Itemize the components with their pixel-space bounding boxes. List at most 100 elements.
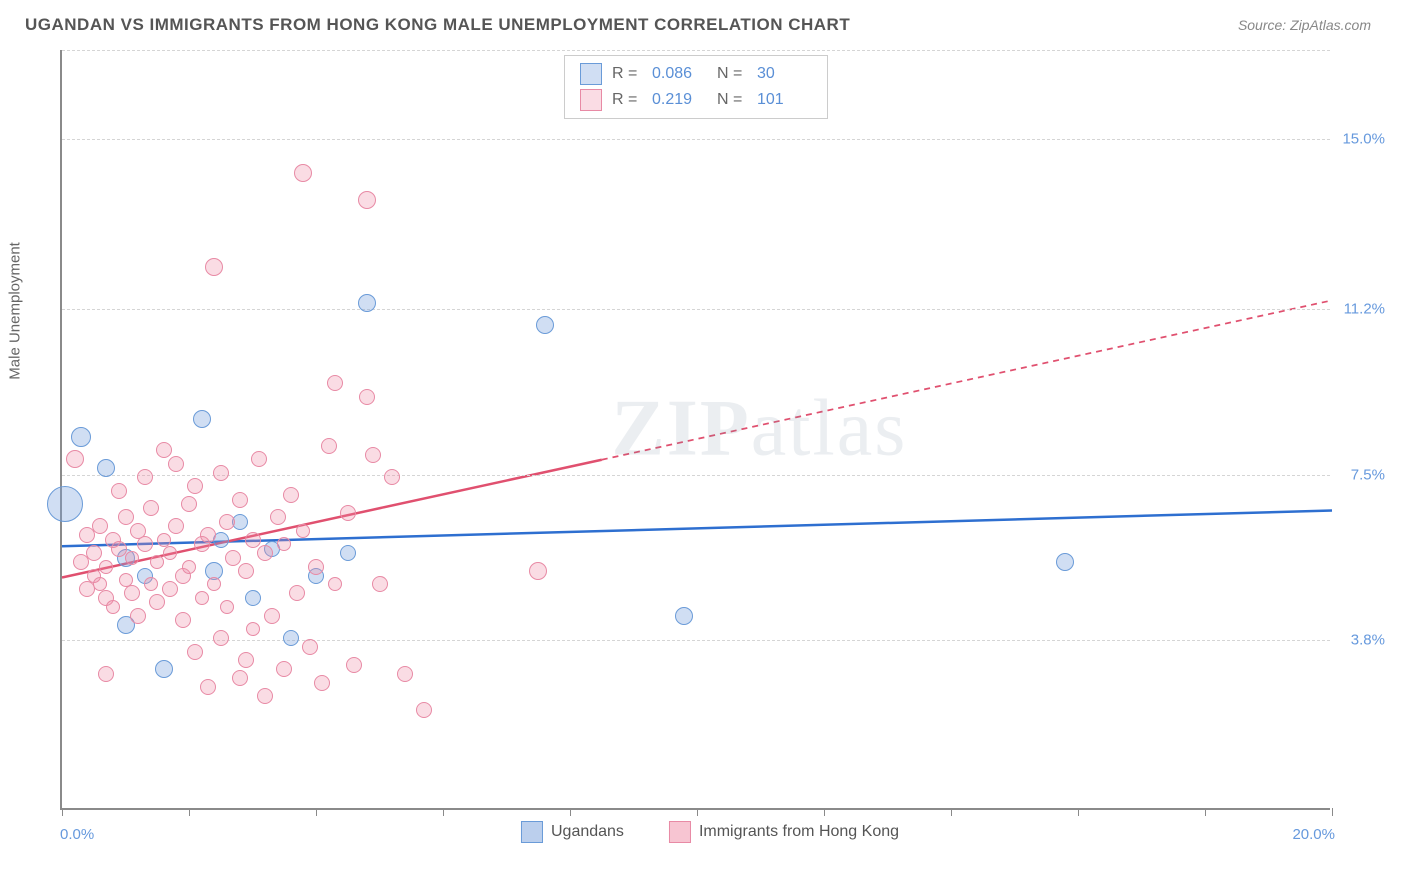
x-tick bbox=[824, 808, 825, 816]
y-tick-label: 3.8% bbox=[1351, 632, 1385, 649]
scatter-point bbox=[111, 483, 127, 499]
scatter-point bbox=[232, 670, 248, 686]
scatter-point bbox=[137, 536, 153, 552]
gridline bbox=[62, 139, 1330, 140]
x-axis-min-label: 0.0% bbox=[60, 826, 94, 843]
scatter-point bbox=[359, 389, 375, 405]
x-axis-max-label: 20.0% bbox=[1292, 826, 1335, 843]
scatter-point bbox=[118, 509, 134, 525]
scatter-point bbox=[213, 630, 229, 646]
legend-bottom: Ugandans Immigrants from Hong Kong bbox=[521, 821, 899, 843]
scatter-point bbox=[365, 447, 381, 463]
scatter-point bbox=[346, 657, 362, 673]
scatter-point bbox=[289, 585, 305, 601]
scatter-point bbox=[137, 469, 153, 485]
scatter-point bbox=[251, 451, 267, 467]
n-value-0: 30 bbox=[757, 65, 812, 83]
scatter-point bbox=[314, 675, 330, 691]
scatter-point bbox=[238, 652, 254, 668]
scatter-point bbox=[675, 607, 693, 625]
x-tick bbox=[1205, 808, 1206, 816]
scatter-point bbox=[149, 594, 165, 610]
scatter-point bbox=[245, 532, 261, 548]
chart-wrapper: Male Unemployment ZIPatlas R = 0.086 N =… bbox=[25, 45, 1395, 835]
scatter-point bbox=[327, 375, 343, 391]
gridline bbox=[62, 475, 1330, 476]
x-tick bbox=[443, 808, 444, 816]
scatter-point bbox=[125, 551, 139, 565]
scatter-point bbox=[328, 577, 342, 591]
gridline bbox=[62, 640, 1330, 641]
scatter-point bbox=[86, 545, 102, 561]
scatter-point bbox=[397, 666, 413, 682]
scatter-point bbox=[99, 560, 113, 574]
scatter-point bbox=[168, 456, 184, 472]
x-tick bbox=[697, 808, 698, 816]
scatter-point bbox=[246, 622, 260, 636]
scatter-point bbox=[98, 666, 114, 682]
scatter-point bbox=[130, 608, 146, 624]
scatter-point bbox=[358, 191, 376, 209]
legend-item-1: Immigrants from Hong Kong bbox=[669, 821, 899, 843]
scatter-point bbox=[384, 469, 400, 485]
scatter-point bbox=[245, 590, 261, 606]
swatch-series-0 bbox=[580, 63, 602, 85]
scatter-point bbox=[66, 450, 84, 468]
scatter-point bbox=[372, 576, 388, 592]
scatter-point bbox=[232, 492, 248, 508]
scatter-point bbox=[219, 514, 235, 530]
scatter-point bbox=[207, 577, 221, 591]
swatch-legend-1 bbox=[669, 821, 691, 843]
swatch-legend-0 bbox=[521, 821, 543, 843]
legend-stats-row-0: R = 0.086 N = 30 bbox=[580, 61, 812, 87]
scatter-point bbox=[220, 600, 234, 614]
scatter-point bbox=[294, 164, 312, 182]
legend-label-0: Ugandans bbox=[551, 823, 624, 841]
x-tick bbox=[570, 808, 571, 816]
scatter-point bbox=[187, 478, 203, 494]
scatter-point bbox=[536, 316, 554, 334]
x-tick bbox=[189, 808, 190, 816]
scatter-point bbox=[181, 496, 197, 512]
scatter-point bbox=[270, 509, 286, 525]
scatter-point bbox=[264, 608, 280, 624]
scatter-point bbox=[193, 410, 211, 428]
scatter-point bbox=[358, 294, 376, 312]
scatter-point bbox=[200, 527, 216, 543]
trend-line-dashed bbox=[602, 300, 1332, 459]
scatter-point bbox=[97, 459, 115, 477]
x-tick bbox=[1332, 808, 1333, 816]
legend-stats: R = 0.086 N = 30 R = 0.219 N = 101 bbox=[564, 55, 828, 119]
y-tick-label: 15.0% bbox=[1342, 131, 1385, 148]
scatter-point bbox=[157, 533, 171, 547]
scatter-point bbox=[150, 555, 164, 569]
scatter-point bbox=[277, 537, 291, 551]
scatter-point bbox=[47, 486, 83, 522]
scatter-point bbox=[175, 612, 191, 628]
scatter-point bbox=[106, 600, 120, 614]
x-tick bbox=[62, 808, 63, 816]
scatter-point bbox=[1056, 553, 1074, 571]
y-tick-label: 7.5% bbox=[1351, 466, 1385, 483]
scatter-point bbox=[340, 505, 356, 521]
scatter-point bbox=[276, 661, 292, 677]
scatter-point bbox=[205, 258, 223, 276]
n-value-1: 101 bbox=[757, 91, 812, 109]
scatter-point bbox=[238, 563, 254, 579]
swatch-series-1 bbox=[580, 89, 602, 111]
scatter-point bbox=[124, 585, 140, 601]
y-tick-label: 11.2% bbox=[1344, 301, 1385, 318]
scatter-point bbox=[302, 639, 318, 655]
scatter-point bbox=[529, 562, 547, 580]
scatter-point bbox=[155, 660, 173, 678]
x-tick bbox=[316, 808, 317, 816]
scatter-point bbox=[321, 438, 337, 454]
scatter-point bbox=[163, 546, 177, 560]
scatter-point bbox=[340, 545, 356, 561]
scatter-point bbox=[283, 487, 299, 503]
scatter-point bbox=[283, 630, 299, 646]
scatter-point bbox=[71, 427, 91, 447]
scatter-point bbox=[225, 550, 241, 566]
scatter-point bbox=[168, 518, 184, 534]
scatter-point bbox=[195, 591, 209, 605]
